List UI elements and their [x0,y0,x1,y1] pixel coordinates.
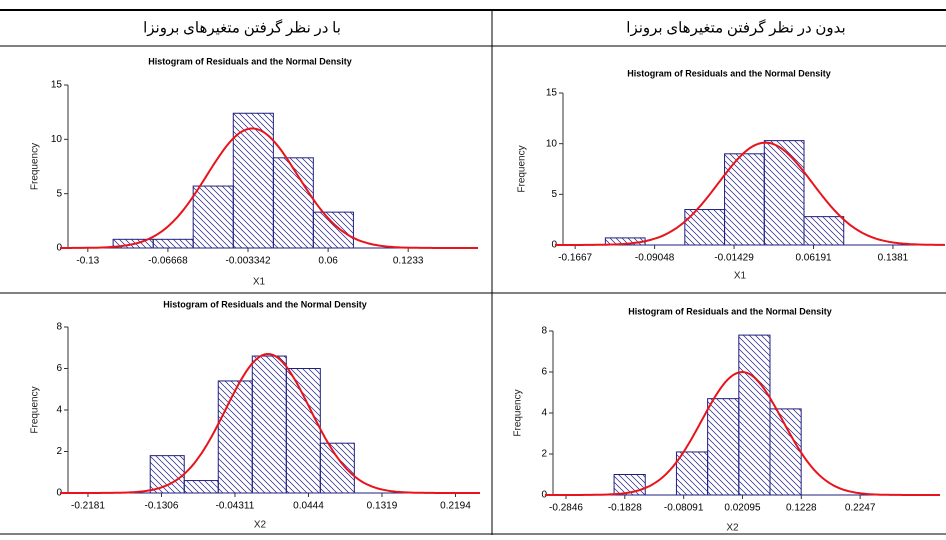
x-tick-label: -0.2846 [549,503,583,514]
y-tick-label: 4 [541,408,547,419]
x-tick-label: 0.06 [318,256,338,267]
x-tick-label: -0.1828 [608,503,642,514]
y-tick-label: 2 [56,446,62,457]
x-tick-label: 0.06191 [795,253,832,264]
chart-title: Histogram of Residuals and the Normal De… [627,68,831,78]
x-tick-label: 0.1233 [393,256,424,267]
y-tick-label: 4 [56,405,62,416]
chart-title: Histogram of Residuals and the Normal De… [148,56,352,66]
y-axis-label: Frequency [513,389,524,436]
x-tick-label: -0.2181 [71,501,105,512]
x-tick-label: -0.09048 [635,253,675,264]
x-axis-label: X2 [726,523,739,534]
x-tick-label: -0.1306 [145,501,179,512]
x-tick-label: 0.1319 [367,501,398,512]
bar [313,212,353,248]
bar [286,369,320,494]
y-tick-label: 5 [56,188,62,199]
bar [764,141,804,245]
y-tick-label: 15 [51,80,63,91]
bar [252,356,286,493]
y-tick-label: 2 [541,449,547,460]
page: با در نظر گرفتن متغیرهای برونزا بدون در … [0,0,946,535]
bar [150,456,184,493]
y-tick-label: 6 [56,363,62,374]
y-axis-label: Frequency [30,143,41,190]
bar [770,409,801,495]
bar [708,399,739,495]
bar [676,452,707,495]
y-tick-label: 10 [546,138,558,149]
bar [184,481,218,493]
x-tick-label: 0.1228 [786,503,817,514]
bar [218,381,252,493]
x-tick-label: 0.0444 [293,501,324,512]
y-axis-label: Frequency [517,145,528,192]
bar [739,335,770,495]
x-tick-label: -0.1667 [558,253,592,264]
column-header: با در نظر گرفتن متغیرهای برونزا [143,18,341,36]
x-tick-label: 0.1381 [878,253,909,264]
x-tick-label: -0.01429 [714,253,754,264]
y-tick-label: 8 [541,326,547,337]
x-tick-label: 0.2194 [440,501,471,512]
y-tick-label: 6 [541,367,547,378]
x-tick-label: -0.13 [76,256,99,267]
x-axis-label: X1 [734,271,747,282]
bar [193,186,233,248]
bar [320,443,354,493]
x-tick-label: -0.04311 [216,501,255,512]
y-tick-label: 5 [551,189,557,200]
bar [273,158,313,248]
y-tick-label: 15 [546,88,558,99]
y-axis-label: Frequency [30,386,41,433]
x-tick-label: -0.06668 [148,256,188,267]
column-header: بدون در نظر گرفتن متغیرهای برونزا [626,18,845,36]
x-tick-label: 0.02095 [724,503,761,514]
x-axis-label: X1 [253,277,266,288]
x-tick-label: -0.08091 [664,503,704,514]
chart-title: Histogram of Residuals and the Normal De… [628,306,832,316]
bar [804,217,844,245]
chart-title: Histogram of Residuals and the Normal De… [163,299,367,309]
bar [153,239,193,248]
y-tick-label: 10 [51,134,63,145]
x-tick-label: -0.003342 [225,256,270,267]
x-axis-label: X2 [254,520,267,531]
x-tick-label: 0.2247 [845,503,876,514]
y-tick-label: 8 [56,322,62,333]
